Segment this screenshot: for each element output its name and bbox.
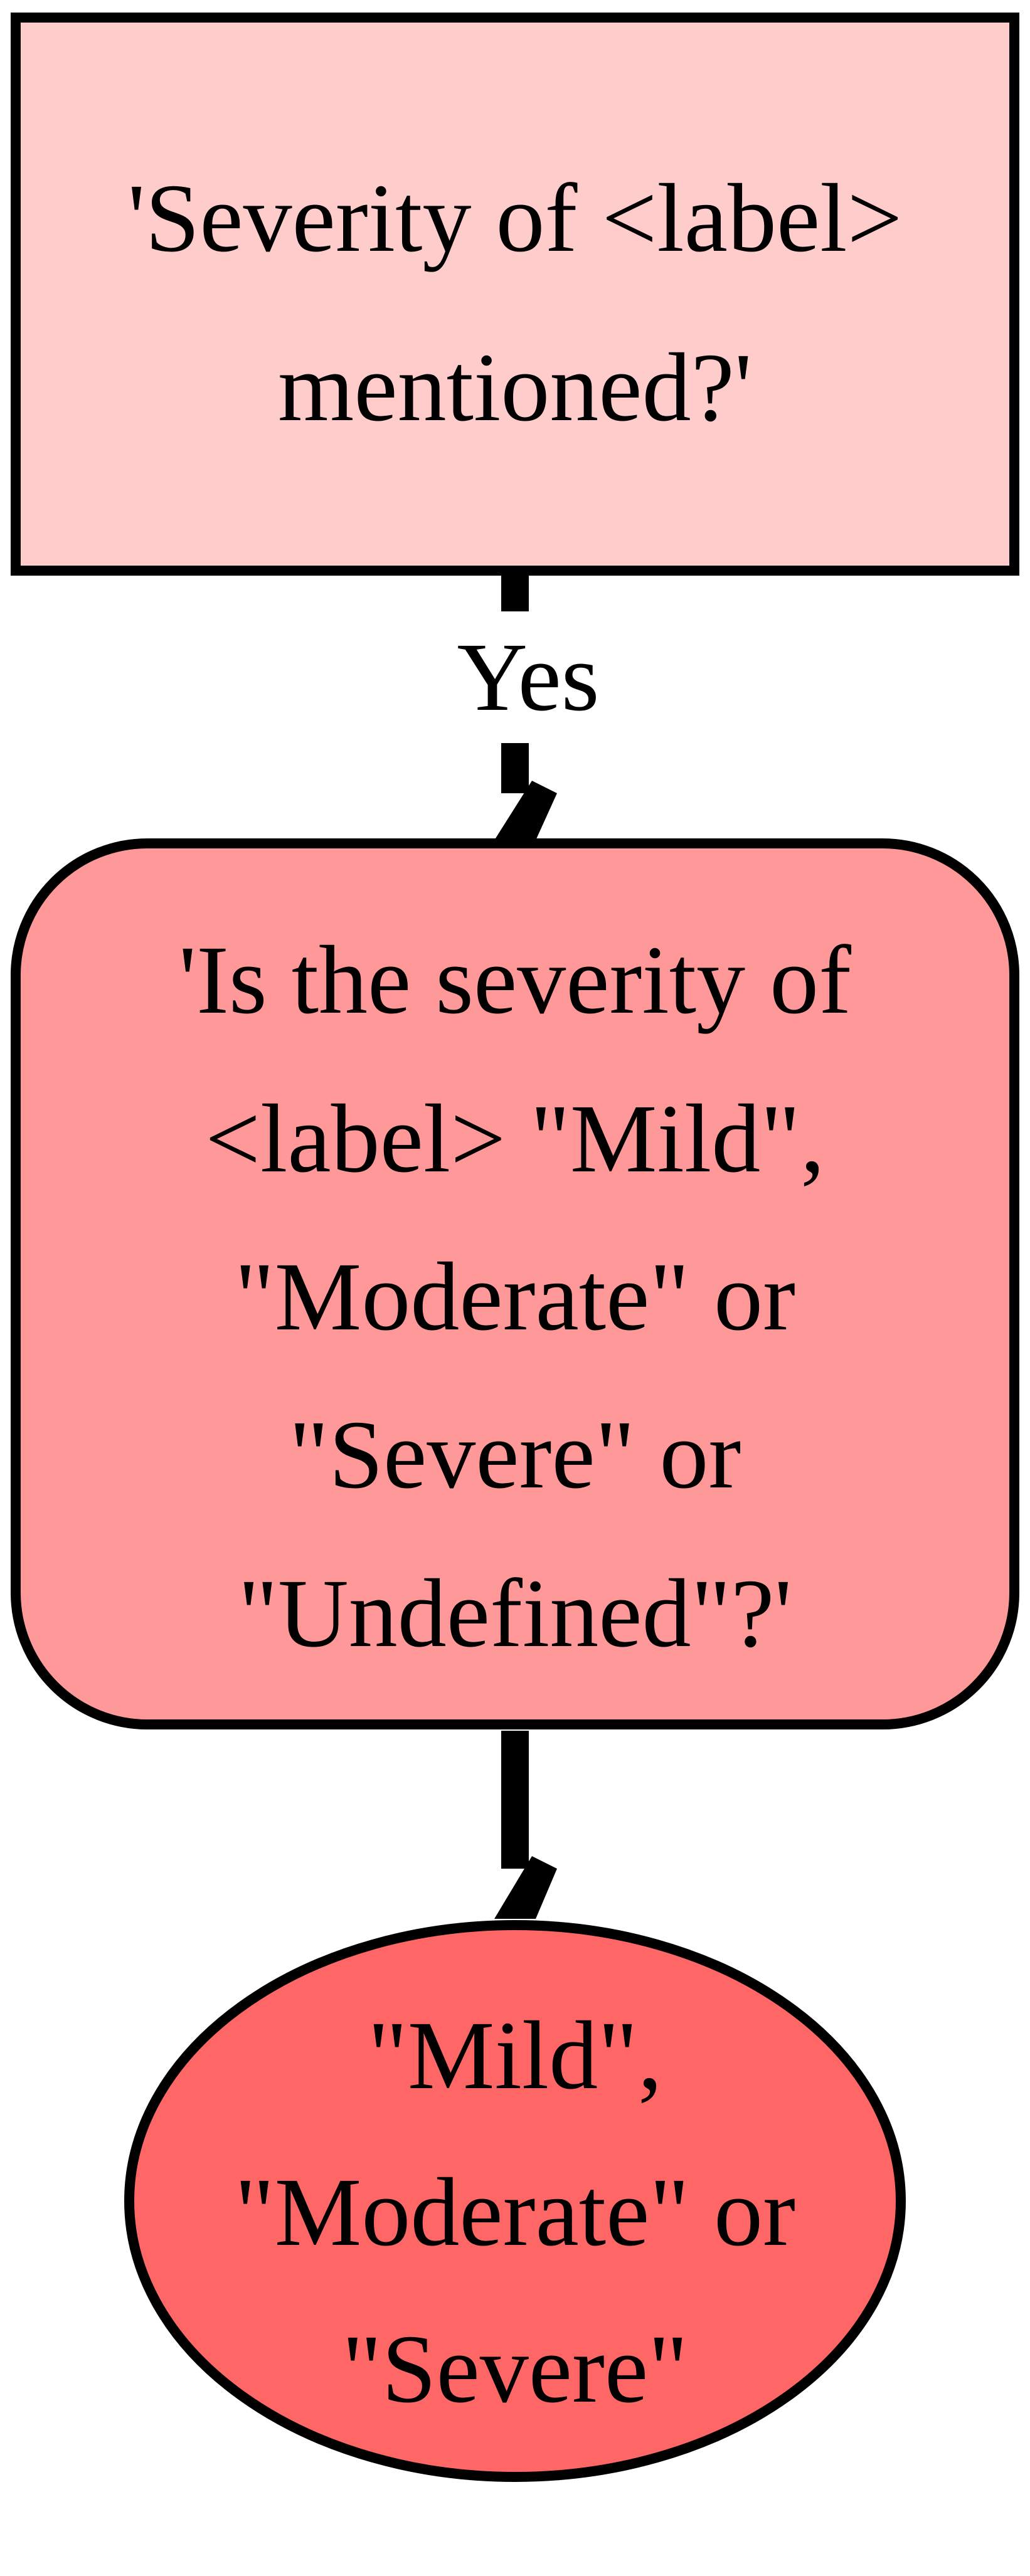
node-answer-line-3: "Severe" [342,2315,688,2423]
node-question-1-shape [11,13,1019,576]
edge-question-2-to-answer [494,1731,557,1919]
node-question-2-shape [11,838,1019,1729]
node-question-1-line-1: 'Severity of <label> [127,164,902,272]
node-question-2-line-3: "Moderate" or [235,1242,795,1351]
node-question-1-line-2: mentioned?' [278,333,752,441]
node-question-2-line-1: 'Is the severity of [179,926,851,1034]
node-question-1: 'Severity of <label> mentioned?' [11,13,1019,576]
edge-arrowhead [494,781,557,840]
node-question-2-line-4: "Severe" or [289,1400,741,1509]
node-question-2-line-2: <label> "Mild", [205,1084,825,1193]
edge-question-1-to-question-2: Yes [457,574,600,840]
node-answer: "Mild", "Moderate" or "Severe" [124,1920,906,2482]
node-question-2: 'Is the severity of <label> "Mild", "Mod… [11,838,1019,1729]
node-answer-line-2: "Moderate" or [235,2158,795,2266]
node-answer-line-1: "Mild", [368,2001,662,2109]
edge-arrowhead [494,1856,557,1919]
edge-label-yes: Yes [457,623,600,731]
node-question-2-line-5: "Undefined"?' [238,1559,792,1667]
node-answer-shape [124,1920,906,2482]
